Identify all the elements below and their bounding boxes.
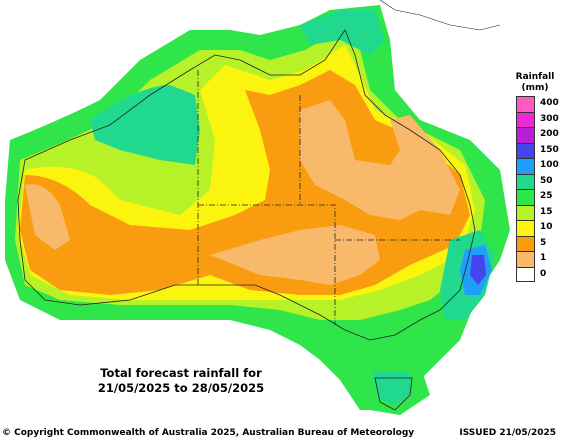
legend-title-line2: (mm) <box>521 83 549 93</box>
legend-value: 100 <box>540 160 559 170</box>
legend-item: 200 <box>516 127 566 143</box>
legend-item: 10 <box>516 220 566 236</box>
caption-line1: Total forecast rainfall for <box>100 366 262 380</box>
legend-value: 1 <box>540 253 547 263</box>
legend-value: 400 <box>540 98 559 108</box>
legend-item: 150 <box>516 142 566 158</box>
copyright-notice: © Copyright Commonwealth of Australia 20… <box>2 428 415 438</box>
rain-zone-1-west <box>25 184 70 250</box>
rain-zone-1-east <box>300 100 460 220</box>
legend-value: 200 <box>540 129 559 139</box>
legend-swatch <box>516 158 535 174</box>
legend-swatch <box>516 127 535 143</box>
legend-swatch <box>516 251 535 267</box>
legend-swatch <box>516 220 535 236</box>
legend-title-line1: Rainfall <box>515 72 555 82</box>
legend-swatch <box>516 96 535 112</box>
legend-swatch <box>516 204 535 220</box>
legend-swatch <box>516 235 535 251</box>
rain-zone-50-north-east <box>300 10 385 55</box>
legend-value: 10 <box>540 222 553 232</box>
legend-swatch <box>516 142 535 158</box>
legend-swatch <box>516 266 535 282</box>
legend-item: 100 <box>516 158 566 174</box>
legend-swatch <box>516 189 535 205</box>
rain-zone-tasmania-inner <box>372 372 412 405</box>
legend-item: 15 <box>516 204 566 220</box>
neighbour-land-outline <box>379 0 501 31</box>
legend-value: 25 <box>540 191 553 201</box>
coastline <box>17 29 476 341</box>
legend-value: 5 <box>540 237 547 248</box>
issued-date: ISSUED 21/05/2025 <box>459 428 556 438</box>
map-caption: Total forecast rainfall for 21/05/2025 t… <box>86 366 276 396</box>
legend-item: 25 <box>516 189 566 205</box>
legend-value: 50 <box>540 175 553 186</box>
tasmania-coastline <box>374 377 413 411</box>
legend-item: 400 <box>516 96 566 112</box>
state-borders <box>197 70 460 325</box>
legend-item: 1 <box>516 251 566 267</box>
legend-item: 0 <box>516 266 566 282</box>
legend-value: 150 <box>540 144 559 155</box>
rain-zone-50-north <box>90 85 200 165</box>
legend-item: 300 <box>516 111 566 127</box>
rainfall-legend: 400 300 200 150 100 50 25 15 10 5 1 0 <box>516 96 566 282</box>
legend-swatch <box>516 111 535 127</box>
caption-line2: 21/05/2025 to 28/05/2025 <box>97 381 265 395</box>
rain-zone-150-east <box>470 255 486 285</box>
legend-value: 0 <box>540 268 547 279</box>
legend-title: Rainfall (mm) <box>512 72 558 94</box>
legend-item: 5 <box>516 235 566 251</box>
legend-value: 15 <box>540 206 553 217</box>
legend-swatch <box>516 173 535 189</box>
legend-value: 300 <box>540 113 559 124</box>
legend-item: 50 <box>516 173 566 189</box>
